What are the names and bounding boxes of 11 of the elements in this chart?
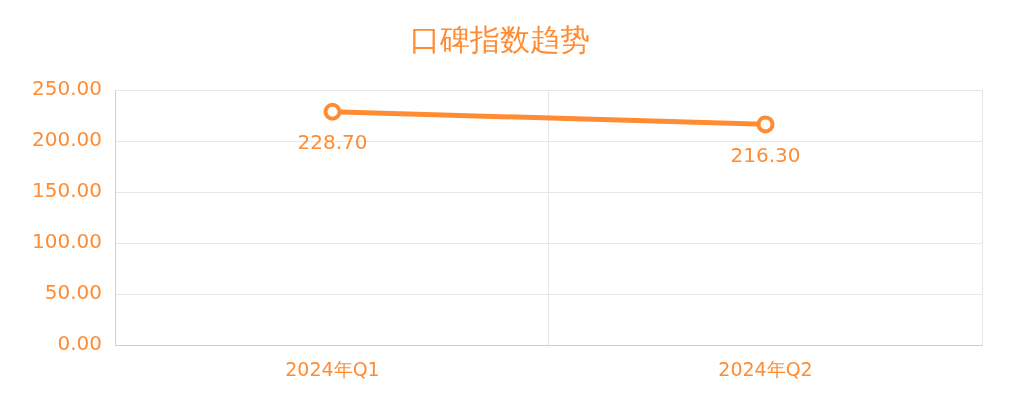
data-label: 216.30 (730, 142, 801, 167)
data-label: 228.70 (297, 129, 368, 154)
x-tick-label: 2024年Q2 (718, 357, 813, 380)
y-tick-label: 50.00 (44, 280, 102, 305)
y-tick-label: 150.00 (32, 178, 102, 203)
y-tick-label: 100.00 (32, 229, 102, 254)
x-tick-label: 2024年Q1 (285, 357, 380, 380)
chart-title: 口碑指数趋势 (410, 21, 590, 57)
y-tick-label: 0.00 (57, 331, 102, 356)
y-tick-label: 250.00 (32, 76, 102, 101)
y-tick-label: 200.00 (32, 127, 102, 152)
